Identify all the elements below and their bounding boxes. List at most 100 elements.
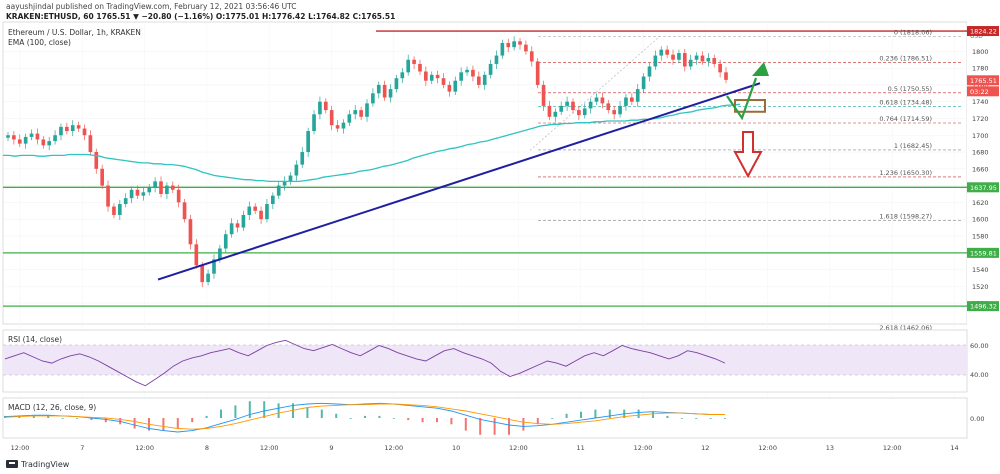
candle-body — [365, 103, 369, 117]
candle-body — [400, 72, 405, 79]
macd-hist-bar — [47, 415, 50, 418]
candle-body — [588, 101, 593, 109]
candle-body — [524, 44, 528, 52]
fib-level-label: 1.618 (1598.27) — [879, 213, 932, 221]
candle-body — [200, 265, 205, 283]
candle-body — [494, 55, 499, 64]
candle-body — [577, 110, 581, 116]
signal-line — [4, 403, 725, 430]
macd-hist-bar — [450, 418, 453, 425]
candle-body — [594, 97, 599, 102]
green-path-arrow — [726, 77, 758, 121]
ema-polyline — [3, 103, 741, 183]
candle-body — [165, 185, 169, 194]
candle-body — [306, 131, 310, 153]
macd-hist-bar — [565, 413, 568, 418]
time-tick-label: 12:00 — [11, 444, 30, 452]
candle-body — [712, 58, 717, 64]
macd-hist-bar — [320, 409, 323, 418]
macd-hist-bar — [608, 409, 611, 418]
candle-body — [117, 204, 122, 215]
candle-body — [182, 202, 187, 220]
candle-body — [194, 244, 199, 266]
macd-hist-bar — [248, 401, 251, 418]
candle-body — [406, 59, 411, 73]
fib-level-label: 2.618 (1462.06) — [879, 324, 932, 332]
candle-body — [718, 63, 722, 73]
candle-body — [482, 74, 487, 85]
macd-hist-bar — [536, 418, 539, 425]
main-grid — [3, 22, 967, 438]
candle-body — [218, 248, 222, 260]
price-badges: 1824.22 1765.51 03:22 1637.95 1559.81 1496.32 — [967, 26, 999, 312]
fib-retracement: 0 (1818.06) 0.236 (1786.51) 0.5 (1750.55) 0… — [529, 28, 962, 332]
candle-body — [153, 181, 157, 188]
price-tick-label: 1540 — [972, 266, 989, 274]
price-tick-label: 1800 — [972, 48, 989, 56]
candle-body — [323, 101, 328, 111]
macd-hist-bar — [666, 415, 669, 418]
candle-body — [65, 126, 69, 132]
candle-body — [147, 187, 152, 193]
candle-body — [418, 63, 422, 72]
candle-body — [488, 63, 493, 75]
published-line: aayushjindal published on TradingView.co… — [6, 2, 297, 11]
time-tick-label: 12:00 — [135, 444, 154, 452]
macd-hist-bar — [205, 415, 208, 418]
candle-body — [653, 55, 658, 67]
candle-body — [12, 135, 16, 140]
badge-last-price-bg — [967, 75, 999, 86]
macd-hist-bar — [652, 411, 654, 418]
price-tick-label: 1580 — [972, 232, 989, 240]
candle-body — [435, 74, 440, 79]
price-tick-label: 1780 — [972, 65, 989, 73]
rsi-tick-60: 60.00 — [970, 342, 989, 350]
macd-hist-bar — [349, 418, 352, 419]
rsi-label: RSI (14, close) — [8, 335, 62, 344]
candle-body — [429, 74, 434, 81]
candle-body — [123, 198, 128, 205]
red-down-arrow-icon — [733, 131, 763, 179]
candle-body — [247, 206, 252, 215]
macd-hist-bar — [162, 418, 165, 431]
macd-hist-bar — [436, 418, 438, 423]
time-tick-label: 14 — [950, 444, 958, 452]
macd-hist-bar — [277, 403, 280, 418]
rsi-polyline — [4, 339, 726, 387]
macd-hist-bar — [90, 418, 93, 421]
candle-body — [471, 69, 475, 77]
footer-brand: TradingView — [20, 460, 70, 469]
horizontal-levels — [3, 30, 967, 307]
candle-body — [70, 125, 75, 132]
time-tick-label: 9 — [329, 444, 333, 452]
candle-body — [29, 133, 34, 137]
candle-body — [476, 76, 481, 85]
macd-hist-bar — [407, 418, 410, 421]
candle-body — [635, 89, 640, 102]
candle-body — [388, 89, 393, 98]
candle-body — [282, 181, 287, 186]
macd-hist-bar — [220, 409, 222, 418]
candle-body — [259, 210, 263, 220]
macd-line — [4, 402, 725, 433]
candle-body — [35, 133, 40, 140]
candle-body — [447, 84, 452, 92]
candle-body — [371, 93, 375, 104]
badge-support-2: 1559.81 — [970, 249, 997, 257]
time-tick-label: 12:00 — [509, 444, 528, 452]
candle-body — [694, 55, 699, 60]
macd-tick-0: 0.00 — [970, 415, 984, 423]
price-tick-label: 1680 — [972, 149, 989, 157]
ema-100-line — [3, 103, 741, 183]
badge-support-1: 1637.95 — [970, 184, 997, 192]
trend-line — [157, 82, 761, 281]
macd-hist-bar — [191, 418, 194, 423]
candle-body — [271, 195, 275, 205]
candle-body — [253, 206, 258, 211]
candle-body — [170, 185, 175, 190]
candle-body — [688, 59, 693, 67]
macd-hist-bar — [263, 401, 266, 418]
candle-body — [335, 125, 340, 129]
macd-hist-bar — [76, 418, 78, 419]
